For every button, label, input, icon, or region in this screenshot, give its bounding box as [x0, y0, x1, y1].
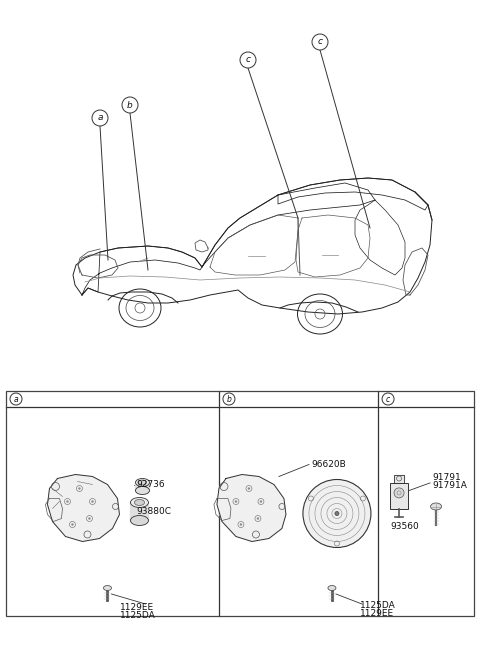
Polygon shape — [217, 474, 286, 541]
Circle shape — [257, 518, 259, 520]
Text: 92736: 92736 — [136, 480, 165, 489]
Text: c: c — [317, 37, 323, 47]
Circle shape — [10, 393, 22, 405]
Text: 1125DA: 1125DA — [120, 611, 156, 621]
Polygon shape — [131, 502, 148, 520]
Ellipse shape — [134, 499, 144, 506]
Ellipse shape — [431, 503, 442, 510]
Text: b: b — [127, 100, 133, 110]
Polygon shape — [48, 474, 120, 541]
Circle shape — [66, 501, 69, 502]
Ellipse shape — [135, 478, 149, 487]
Circle shape — [122, 97, 138, 113]
Text: 1129EE: 1129EE — [360, 609, 394, 619]
Circle shape — [312, 34, 328, 50]
Circle shape — [78, 487, 81, 489]
Bar — [6, 391, 474, 616]
Text: a: a — [14, 394, 18, 403]
Polygon shape — [394, 474, 404, 483]
Polygon shape — [135, 483, 149, 491]
Ellipse shape — [131, 516, 148, 525]
Circle shape — [335, 512, 339, 516]
Text: 91791: 91791 — [432, 474, 461, 482]
Circle shape — [260, 501, 262, 502]
Circle shape — [88, 518, 91, 520]
Text: b: b — [227, 394, 231, 403]
Text: 1129EE: 1129EE — [120, 604, 155, 613]
Ellipse shape — [328, 586, 336, 590]
Circle shape — [223, 393, 235, 405]
Circle shape — [71, 523, 73, 525]
Text: c: c — [245, 56, 251, 64]
Text: 93560: 93560 — [390, 522, 419, 531]
Circle shape — [235, 501, 237, 502]
Circle shape — [91, 501, 94, 502]
Circle shape — [248, 487, 250, 489]
Circle shape — [382, 393, 394, 405]
Ellipse shape — [131, 497, 148, 508]
Ellipse shape — [135, 487, 149, 495]
Circle shape — [240, 523, 242, 525]
Circle shape — [240, 52, 256, 68]
Ellipse shape — [104, 586, 111, 590]
Circle shape — [92, 110, 108, 126]
Text: 96620B: 96620B — [311, 460, 346, 469]
Bar — [390, 483, 408, 508]
Circle shape — [303, 480, 371, 548]
Text: 91791A: 91791A — [432, 482, 467, 491]
Text: 1125DA: 1125DA — [360, 602, 396, 611]
Text: c: c — [386, 394, 390, 403]
Ellipse shape — [138, 480, 146, 485]
Text: a: a — [97, 113, 103, 123]
Text: 93880C: 93880C — [136, 507, 171, 516]
Circle shape — [394, 488, 404, 498]
